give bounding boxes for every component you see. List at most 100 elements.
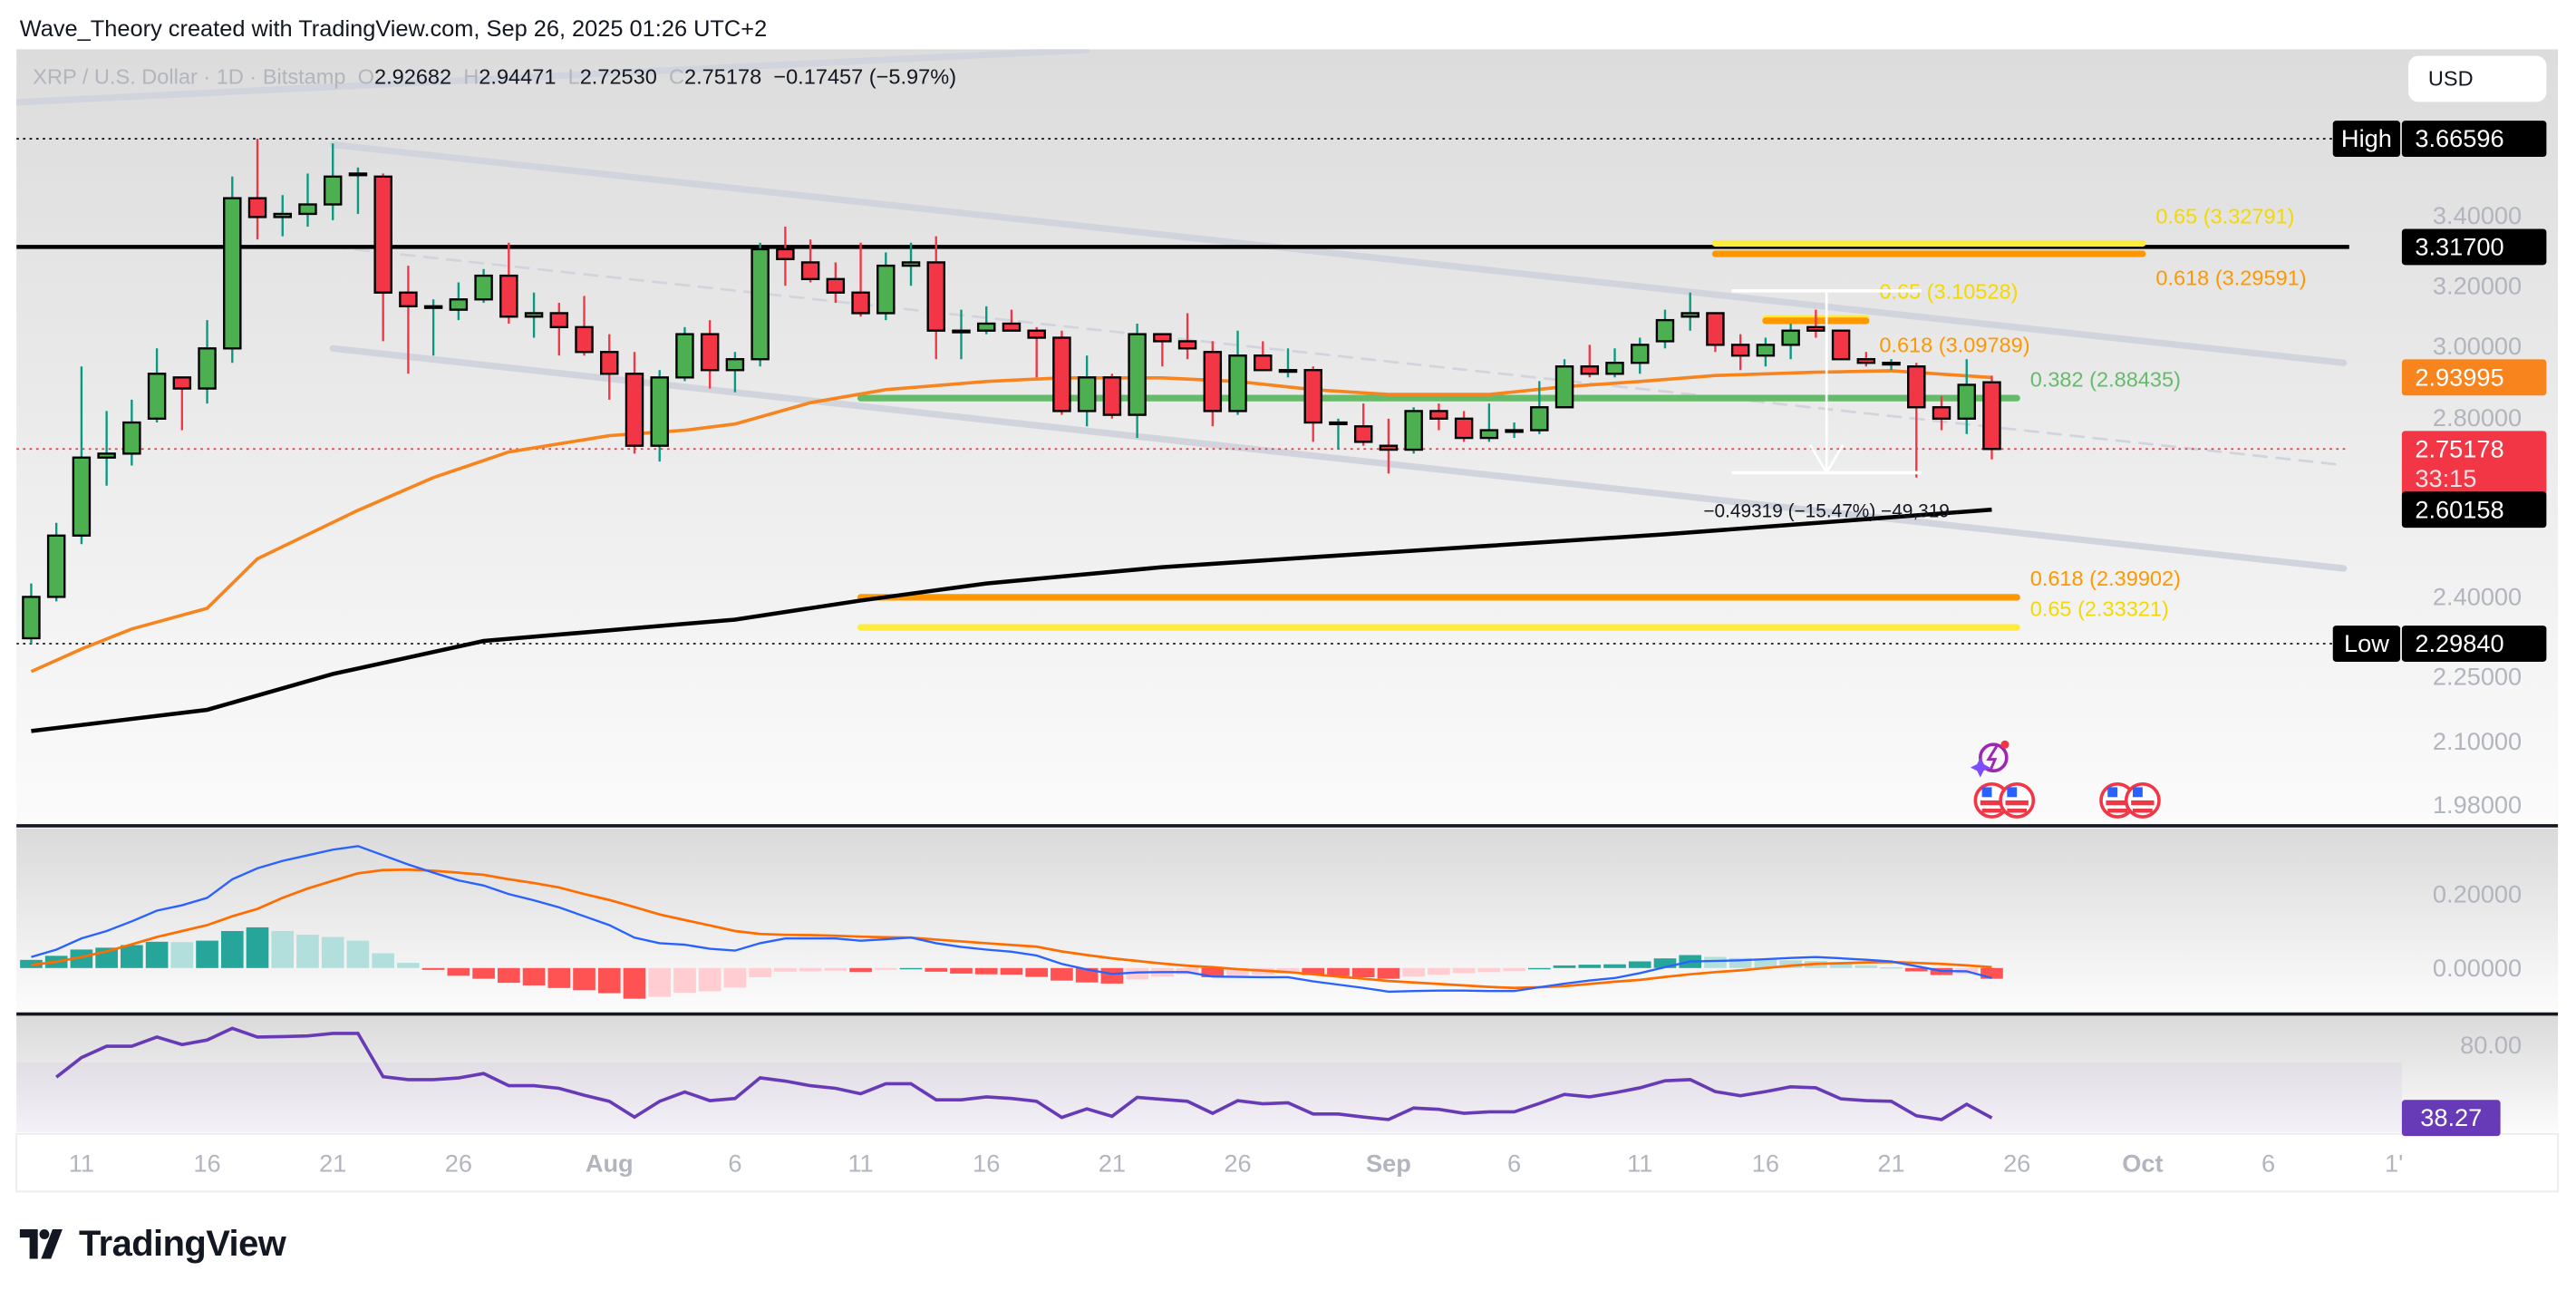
candle	[1153, 333, 1172, 367]
candle-body	[97, 452, 116, 459]
candle	[876, 252, 896, 321]
candle-body	[399, 291, 418, 308]
channel-mid-line	[331, 246, 2346, 467]
candle	[1856, 352, 1876, 367]
time-axis-tick: 26	[1224, 1150, 1251, 1178]
candle	[725, 352, 745, 393]
candle-body	[1932, 406, 1951, 421]
candle	[1454, 411, 1474, 442]
candle-body	[1153, 333, 1172, 343]
flag-canton	[2132, 787, 2143, 798]
candle	[122, 399, 141, 466]
candle-body	[976, 322, 996, 332]
price-badge: 3.66596 High	[2332, 121, 2547, 158]
macd-histogram-bar	[1578, 965, 1602, 968]
fast-moving-average-line	[30, 369, 1992, 674]
time-axis[interactable]	[15, 1132, 2559, 1193]
candle	[952, 309, 971, 360]
candle	[600, 334, 619, 400]
macd-histogram-bar	[271, 931, 295, 968]
symbol-title[interactable]: XRP / U.S. Dollar · 1D · Bitstamp	[33, 63, 346, 89]
candle	[172, 376, 192, 431]
notification-dot	[2000, 740, 2009, 749]
macd-histogram-bar	[749, 967, 771, 977]
candle-body	[1781, 329, 1800, 346]
macd-histogram-bar	[397, 963, 420, 968]
candle-body	[1831, 329, 1851, 361]
candle-body	[499, 274, 518, 318]
candle	[751, 242, 770, 367]
candle	[1379, 418, 1399, 474]
macd-histogram-bar	[573, 967, 596, 991]
candle-body	[1404, 410, 1423, 451]
macd-histogram-bar	[1704, 956, 1727, 968]
macd-histogram-bar	[1025, 967, 1049, 977]
currency-button[interactable]: USD	[2408, 55, 2547, 102]
candle-body	[524, 312, 544, 318]
macd-histogram-bar	[1503, 967, 1525, 972]
lightning-bolt	[1986, 745, 1999, 771]
candle-body	[46, 534, 66, 598]
change-value: −0.17457 (−5.97%)	[773, 63, 957, 89]
flag-canton	[1981, 787, 1992, 798]
close-value: 2.75178	[684, 63, 762, 89]
candle	[1530, 381, 1549, 434]
time-axis-tick: 16	[1752, 1150, 1779, 1178]
fib-level-label: 0.65 (2.33321)	[2030, 597, 2169, 620]
candle-body	[1254, 354, 1273, 372]
candle-body	[1730, 344, 1750, 357]
macd-pane-background	[16, 828, 2559, 1013]
macd-histogram-bar	[974, 967, 998, 975]
candle	[524, 292, 544, 338]
macd-signal-line	[31, 868, 1992, 990]
flag-stripe	[1980, 800, 2004, 806]
rsi-value-badge	[2401, 1100, 2501, 1137]
time-axis-tick: 11	[69, 1150, 94, 1178]
candle	[1203, 341, 1223, 427]
candle	[650, 370, 669, 462]
candle	[800, 239, 820, 283]
rsi-pane	[55, 1026, 1993, 1121]
candle	[423, 299, 443, 356]
macd-histogram-bar	[1452, 967, 1476, 974]
rsi-line	[55, 1026, 1993, 1121]
tradingview-logo[interactable]: TradingView	[19, 1223, 286, 1266]
candle	[499, 242, 518, 324]
axes: 0.20000 0.00000 80.00 38.27 3.40000 3.20000 3.…	[69, 121, 2547, 1178]
candle	[700, 320, 720, 389]
fib-level-label: 0.65 (3.32791)	[2155, 205, 2294, 228]
candle	[549, 303, 569, 356]
candle-body	[901, 261, 921, 267]
fib-level-label: 0.618 (3.09789)	[1879, 333, 2029, 356]
candle-body	[1882, 362, 1901, 366]
candle-body	[1756, 344, 1776, 357]
candle-body	[172, 376, 192, 390]
price-axis-tick: 3.00000	[2433, 332, 2522, 360]
candle-body	[549, 312, 569, 329]
macd-histogram-bar	[849, 967, 872, 973]
macd-histogram-bar	[1527, 967, 1551, 970]
candle	[1027, 326, 1046, 378]
macd-axis-tick: 0.00000	[2433, 954, 2522, 982]
price-axis-tick: 3.40000	[2433, 201, 2522, 229]
candle-body	[700, 333, 720, 372]
time-axis-tick: 26	[445, 1150, 472, 1178]
candle-body	[1353, 425, 1373, 443]
us-flag-event-icon	[1973, 781, 2010, 819]
candle	[1831, 329, 1851, 361]
candle-body	[1052, 336, 1071, 412]
candle	[323, 143, 343, 220]
flag-stripe	[2132, 808, 2153, 813]
candle	[97, 411, 116, 486]
candle	[1706, 312, 1725, 353]
candle-body	[1856, 358, 1876, 364]
candle-body	[600, 351, 619, 375]
macd-histogram-bar	[950, 967, 973, 974]
open-value: 2.92682	[373, 63, 452, 89]
candle	[22, 583, 41, 645]
macd-histogram-bar	[1880, 966, 1903, 969]
candle-body	[474, 274, 493, 301]
price-badge-background	[2401, 626, 2547, 662]
macd-histogram-bar	[547, 967, 571, 988]
